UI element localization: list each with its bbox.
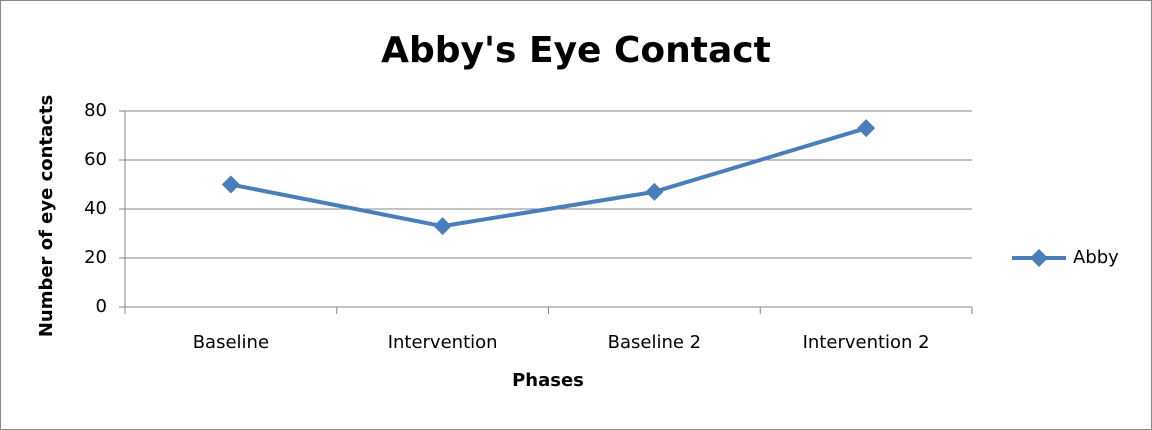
data-point	[221, 175, 240, 194]
data-point	[433, 217, 452, 236]
x-tick-label: Intervention	[388, 332, 498, 353]
y-tick-label: 20	[84, 247, 107, 268]
legend-label: Abby	[1073, 247, 1119, 268]
data-point	[857, 119, 876, 138]
x-tick-label: Baseline	[193, 332, 269, 353]
series-line	[230, 126, 867, 229]
x-axis-label: Phases	[512, 370, 584, 391]
legend-marker	[1030, 249, 1048, 267]
y-tick-label: 40	[84, 198, 107, 219]
x-tick-label: Intervention 2	[803, 332, 930, 353]
y-tick-label: 60	[84, 149, 107, 170]
x-tick-label: Baseline 2	[608, 332, 702, 353]
chart-title: Abby's Eye Contact	[381, 30, 771, 71]
y-tick-label: 0	[96, 296, 107, 317]
y-tick-label: 80	[84, 100, 107, 121]
y-axis-label: Number of eye contacts	[36, 95, 57, 337]
data-point	[645, 182, 664, 201]
